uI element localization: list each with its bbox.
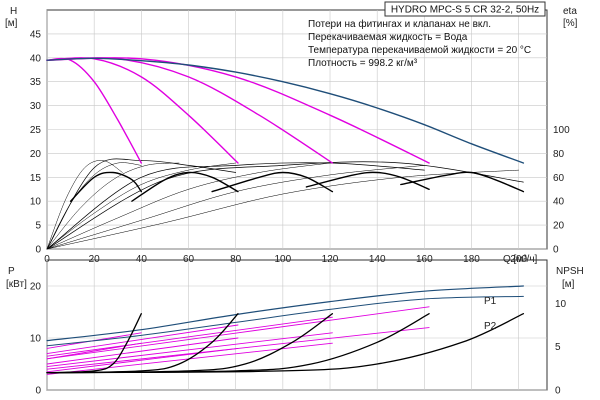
power-tick-label: 20: [30, 282, 42, 293]
head-axis-unit: [м]: [5, 18, 18, 29]
eta-tick-label: 0: [553, 245, 559, 256]
eta-operating-curve: [131, 171, 239, 202]
series-label-p1: P1: [484, 296, 497, 307]
head-curve: [46, 57, 334, 164]
power-curve-partial: [46, 316, 333, 357]
power-curve-partial: [46, 337, 239, 365]
head-curve: [46, 57, 430, 164]
eta-curve: [46, 160, 123, 250]
npsh-axis-unit: [м]: [562, 279, 575, 290]
power-curve-partial: [46, 306, 430, 360]
power-curve-partial: [46, 342, 142, 360]
eta-axis-unit: [%]: [563, 18, 578, 29]
title-box: [384, 1, 546, 17]
head-tick-label: 35: [30, 77, 42, 88]
npsh-tick-label: 5: [555, 342, 561, 353]
eta-curve: [46, 169, 519, 250]
note-liquid: Перекачиваемая жидкость = Вода: [308, 32, 468, 43]
head-efficiency-panel: 0 20 40 60 80 100 120 140 160 180 2000510152025303…: [5, 1, 578, 265]
npsh-axis-label: NPSH: [556, 266, 584, 277]
eta-peak-curve: [46, 161, 524, 250]
head-axis-label: H: [10, 6, 17, 17]
power-tick-label: 0: [35, 386, 41, 397]
power-npsh-panel: 0 10 20 0 5 10 P [кВт] NPSH [м] P1 P2: [6, 259, 584, 397]
power-axis-unit: [кВт]: [6, 279, 27, 290]
chart-title: HYDRO MPC-S 5 CR 32-2, 50Hz: [391, 5, 539, 16]
head-curve-max: [46, 57, 525, 164]
eta-peak-curve: [46, 162, 425, 250]
bottom-ticks: 0 10 20 0 5 10: [30, 282, 567, 397]
head-tick-label: 30: [30, 101, 42, 112]
eta-curve: [46, 165, 425, 250]
eta-curve: [46, 162, 142, 250]
note-temperature: Температура перекачиваемой жидкости = 20…: [308, 45, 531, 56]
head-curve: [46, 57, 239, 164]
npsh-curve: [46, 313, 525, 374]
eta-operating-curve: [305, 171, 430, 190]
power-curve-partial: [46, 324, 239, 355]
eta-operating-curve: [211, 171, 334, 193]
power-curve-partial: [46, 347, 239, 373]
head-tick-label: 45: [30, 29, 42, 40]
note-fitting-losses: Потери на фитингах и клапанах не вкл.: [308, 18, 491, 30]
head-tick-label: 25: [30, 125, 42, 136]
series-label-p2: P2: [484, 321, 497, 332]
head-tick-label: 15: [30, 173, 42, 184]
eta-operating-curve: [400, 171, 525, 193]
head-tick-label: 10: [30, 197, 42, 208]
top-grid: [46, 10, 547, 250]
power-curve-p1: [46, 285, 524, 342]
eta-tick-label: 100: [553, 125, 570, 136]
eta-axis-label: eta: [563, 6, 577, 17]
bottom-grid: [46, 260, 547, 391]
eta-tick-label: 40: [553, 197, 565, 208]
power-curve-partial: [46, 332, 333, 368]
head-tick-label: 0: [35, 245, 41, 256]
head-tick-label: 40: [30, 53, 42, 64]
head-tick-label: 20: [30, 149, 42, 160]
note-density: Плотность = 998.2 кг/м³: [308, 58, 418, 69]
power-curve-p2: [46, 295, 524, 347]
bottom-curves: [46, 285, 525, 375]
eta-operating-curve: [69, 171, 142, 202]
eta-curve: [46, 162, 331, 250]
eta-tick-label: 20: [553, 221, 565, 232]
npsh-tick-label: 0: [555, 386, 561, 397]
power-axis-label: P: [8, 266, 15, 277]
power-tick-label: 10: [30, 334, 42, 345]
npsh-tick-label: 10: [555, 299, 567, 310]
eta-curve: [46, 162, 180, 250]
head-tick-label: 5: [35, 221, 41, 232]
top-curves: [46, 57, 525, 250]
eta-tick-label: 60: [553, 173, 565, 184]
eta-tick-label: 80: [553, 149, 565, 160]
